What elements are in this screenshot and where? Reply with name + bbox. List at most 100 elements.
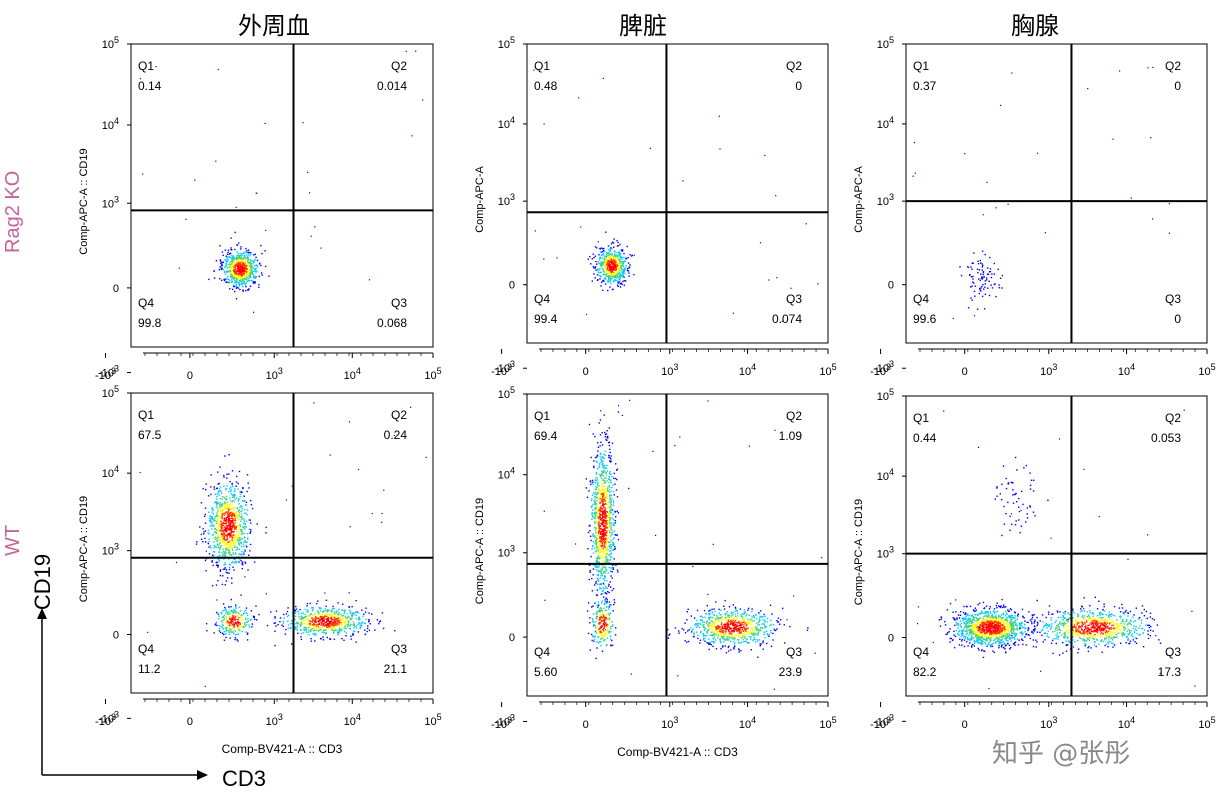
event-dot (229, 261, 231, 263)
event-dot (219, 546, 222, 548)
event-dot (202, 487, 204, 490)
event-dot (625, 265, 627, 267)
event-dot (605, 258, 607, 261)
event-dot (605, 554, 608, 556)
event-dot (178, 267, 180, 269)
event-dot (240, 264, 242, 266)
event-dot (229, 542, 231, 544)
quadrant-name-q1: Q1 (138, 59, 154, 73)
event-dot (613, 494, 615, 496)
event-dot (322, 631, 324, 633)
event-dot (362, 615, 364, 617)
event-dot (605, 438, 607, 441)
event-dot (230, 486, 232, 489)
event-dot (592, 265, 595, 268)
event-dot (605, 517, 607, 520)
event-dot (245, 520, 248, 522)
event-dot (343, 627, 345, 629)
event-dot (324, 628, 326, 630)
event-dot (605, 266, 607, 268)
event-dot (620, 253, 622, 255)
event-dot (212, 513, 215, 515)
event-dot (232, 277, 235, 279)
event-dot (337, 616, 339, 618)
event-dot (601, 464, 603, 466)
event-dot (245, 612, 247, 614)
event-dot (240, 252, 242, 255)
event-dot (599, 547, 602, 549)
event-dot (595, 564, 597, 567)
event-dot (227, 517, 230, 520)
event-dot (614, 545, 616, 548)
event-dot (625, 280, 627, 282)
event-dot (727, 650, 730, 652)
event-dot (244, 617, 247, 619)
event-dot (974, 295, 976, 297)
event-dot (236, 267, 239, 270)
event-dot (248, 554, 250, 556)
event-dot (308, 620, 310, 622)
event-dot (238, 263, 241, 265)
event-dot (334, 615, 336, 618)
event-dot (605, 558, 607, 561)
event-dot (312, 606, 314, 609)
event-dot (295, 611, 297, 613)
event-dot (598, 604, 600, 607)
event-dot (988, 294, 991, 297)
event-dot (238, 548, 240, 550)
event-dot (732, 623, 734, 626)
event-dot (600, 507, 603, 510)
event-dot (1152, 66, 1154, 69)
event-dot (224, 533, 226, 536)
event-dot (255, 271, 258, 273)
event-dot (612, 504, 614, 506)
event-dot (217, 530, 219, 532)
event-dot (599, 530, 601, 532)
event-dot (736, 624, 738, 626)
event-dot (243, 280, 245, 282)
x-tick-label: 0 (962, 366, 968, 378)
event-dot (229, 536, 231, 538)
event-dot (616, 245, 619, 247)
event-dot (247, 538, 249, 540)
event-dot (600, 266, 602, 268)
x-tick-label: -103 (95, 366, 116, 382)
event-dot (242, 487, 244, 490)
event-dot (228, 514, 231, 516)
event-dot (327, 616, 329, 619)
event-dot (764, 621, 766, 623)
event-dot (601, 537, 603, 540)
event-dot (607, 631, 610, 633)
event-dot (601, 540, 603, 542)
event-dot (981, 276, 983, 278)
event-dot (598, 618, 601, 620)
event-dot (607, 278, 610, 281)
event-dot (606, 501, 608, 503)
event-dot (601, 542, 604, 544)
event-dot (234, 619, 236, 621)
event-dot (242, 500, 244, 502)
event-dot (596, 560, 598, 562)
event-dot (332, 608, 334, 610)
event-dot (738, 629, 740, 631)
event-dot (242, 258, 244, 260)
event-dot (604, 531, 606, 534)
event-dot (318, 621, 320, 623)
event-dot (224, 606, 226, 609)
event-dot (601, 489, 603, 491)
event-dot (235, 514, 237, 517)
event-dot (236, 263, 238, 265)
event-dot (598, 548, 600, 551)
event-dot (359, 618, 361, 620)
event-dot (600, 644, 602, 647)
event-dot (591, 577, 593, 580)
event-dot (231, 617, 234, 619)
event-dot (233, 524, 235, 526)
event-dot (755, 633, 758, 636)
event-dot (315, 617, 318, 619)
event-dot (693, 632, 695, 634)
event-dot (598, 565, 600, 567)
event-dot (219, 631, 222, 634)
event-dot (321, 621, 323, 623)
event-dot (605, 617, 608, 619)
